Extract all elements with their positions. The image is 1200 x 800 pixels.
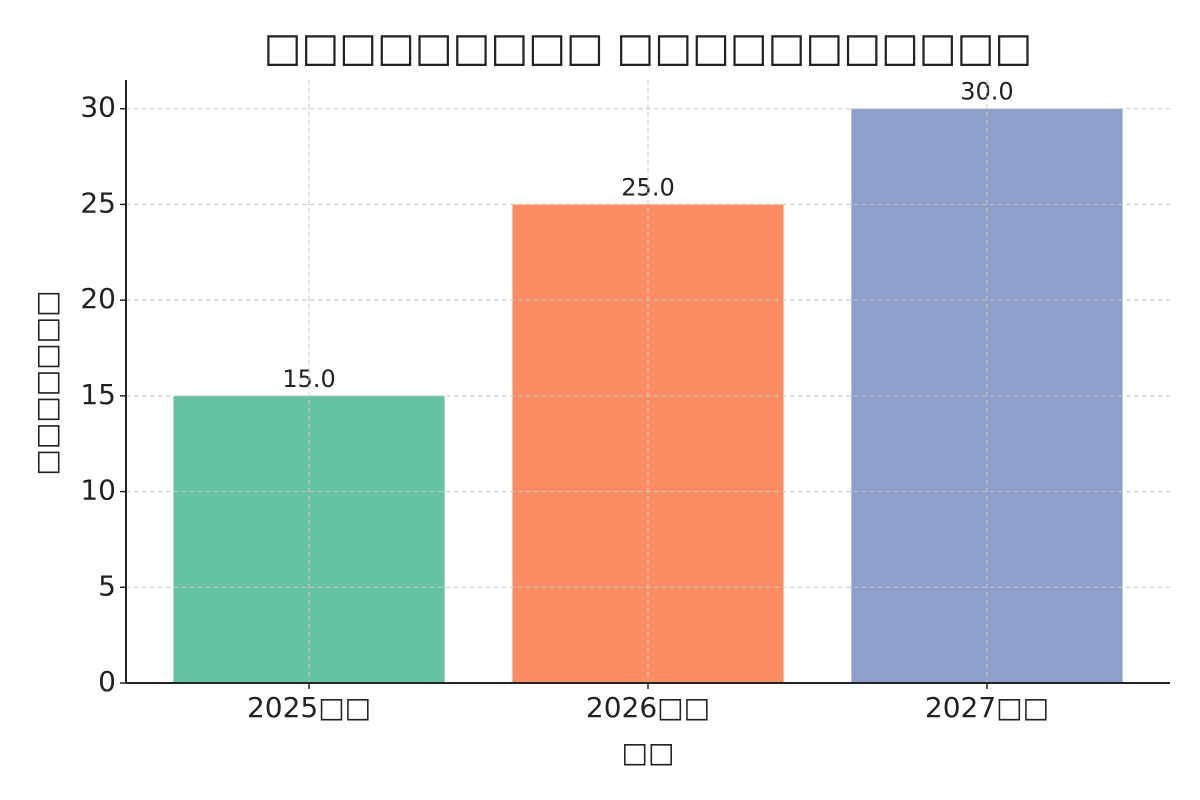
x-tick-label: 2027□□ — [925, 691, 1049, 724]
y-tick-label: 5 — [98, 569, 116, 602]
y-tick-label: 20 — [80, 282, 116, 315]
x-axis-label: □□ — [622, 736, 675, 769]
y-tick-label: 0 — [98, 665, 116, 698]
x-tick-label: 2026□□ — [586, 691, 710, 724]
y-tick-label: 25 — [80, 186, 116, 219]
y-tick-label: 10 — [80, 474, 116, 507]
x-tick-label: 2025□□ — [247, 691, 371, 724]
y-axis-label: □□□□□□□ — [30, 290, 63, 475]
y-tick-label: 15 — [80, 378, 116, 411]
y-tick-label: 30 — [80, 91, 116, 124]
chart-title: □□□□□□□□□ □□□□□□□□□□□ — [264, 25, 1033, 71]
